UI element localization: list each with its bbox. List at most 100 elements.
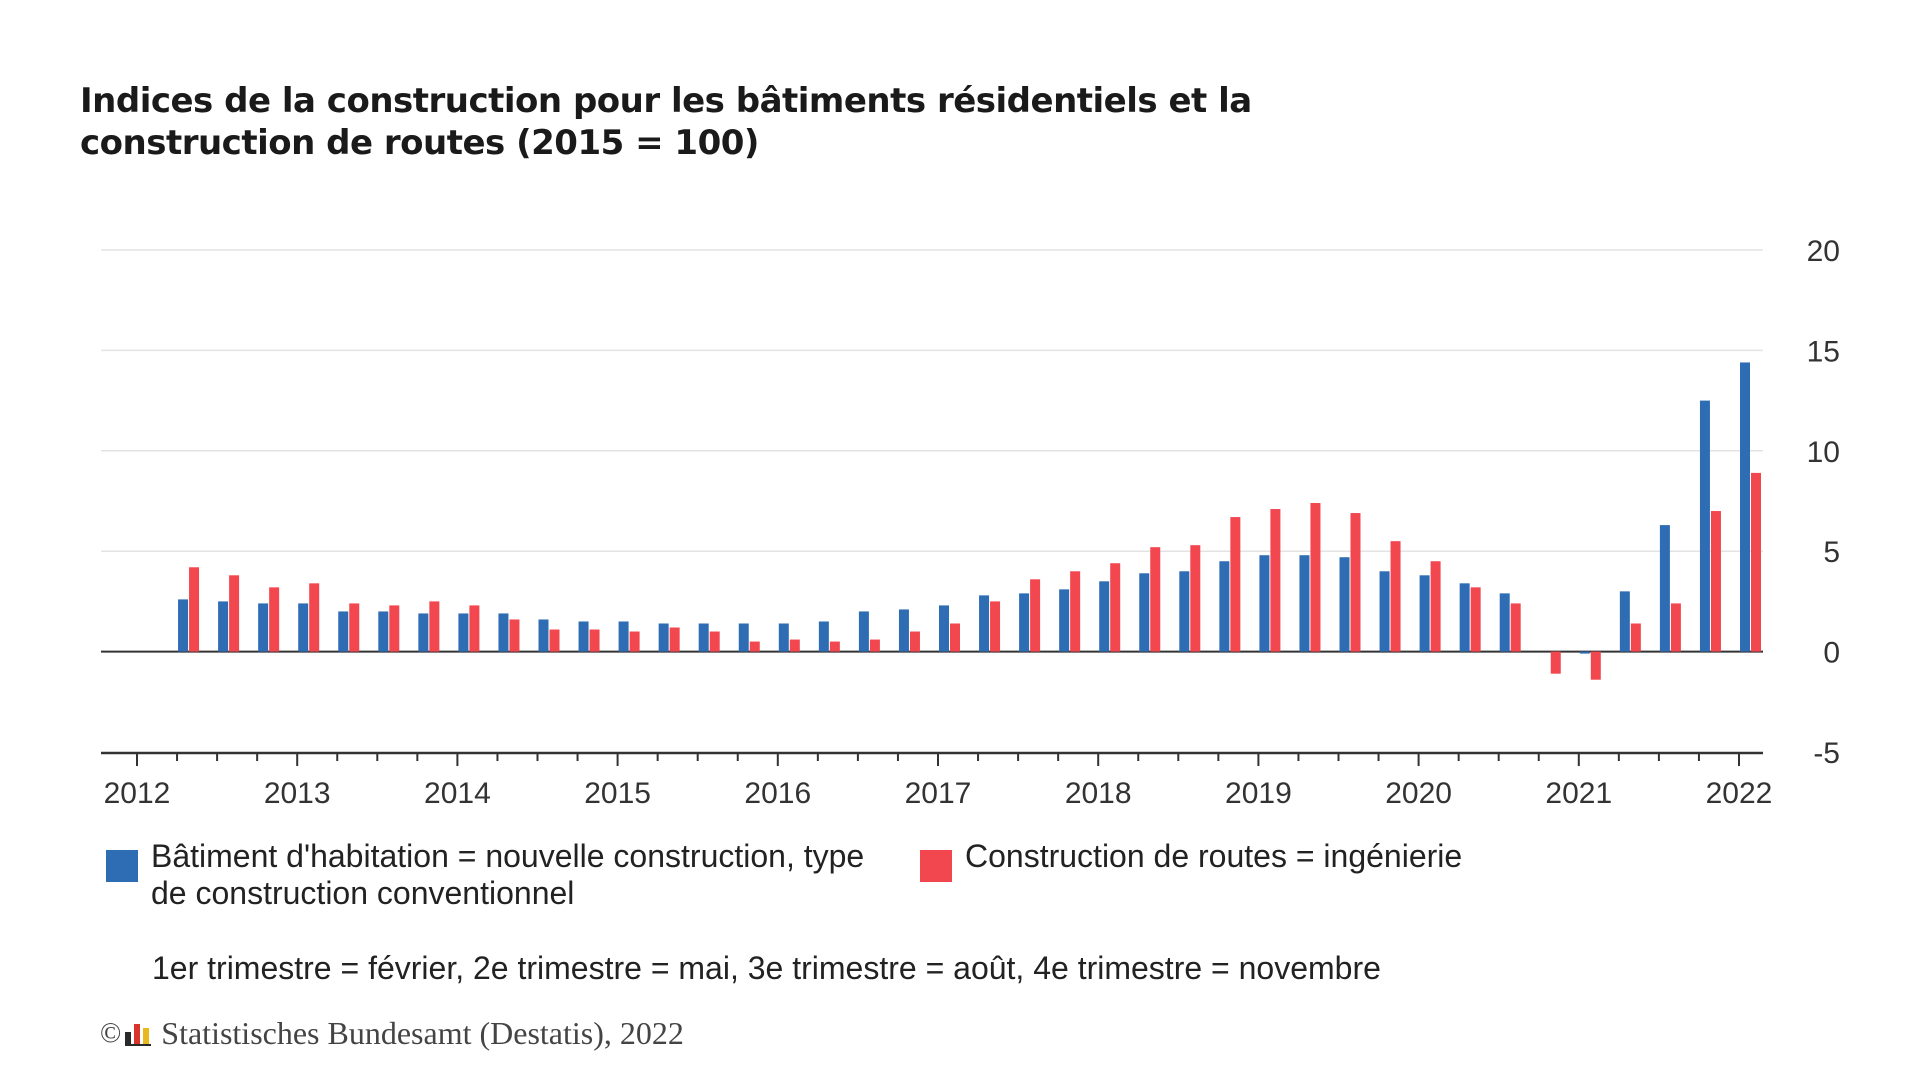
bar-roads xyxy=(1270,509,1281,652)
chart-title: Indices de la construction pour les bâti… xyxy=(80,81,1252,163)
bar-housing xyxy=(1619,591,1630,652)
x-tick-label: 2022 xyxy=(1706,777,1773,810)
destatis-logo-icon xyxy=(125,1022,152,1046)
bar-housing xyxy=(298,603,309,652)
legend-swatch-roads xyxy=(920,850,952,882)
y-tick-label: -5 xyxy=(1813,737,1840,770)
x-tick-label: 2021 xyxy=(1545,777,1612,810)
x-tick-label: 2020 xyxy=(1385,777,1452,810)
bar-housing xyxy=(939,605,949,652)
bar-roads xyxy=(909,631,920,652)
x-tick-label: 2015 xyxy=(584,777,651,810)
x-tick-label: 2013 xyxy=(264,777,331,810)
bar-housing xyxy=(778,623,789,652)
bar-housing xyxy=(1579,651,1590,654)
bar-housing xyxy=(578,621,589,652)
bar-housing xyxy=(1659,525,1670,652)
chart-title-block: Indices de la construction pour les bâti… xyxy=(80,80,1480,164)
bar-roads xyxy=(389,605,400,652)
bar-housing xyxy=(458,613,469,652)
bar-roads xyxy=(469,605,480,652)
x-tick-label: 2012 xyxy=(104,777,171,810)
bar-housing xyxy=(338,611,349,652)
bar-roads xyxy=(1390,541,1401,652)
bar-housing xyxy=(1419,575,1430,652)
copyright-symbol: © xyxy=(100,1017,122,1049)
source-text: Statistisches Bundesamt (Destatis), 2022 xyxy=(161,1015,684,1051)
y-tick-label: 20 xyxy=(1807,235,1840,268)
bar-housing xyxy=(658,623,669,652)
bar-roads xyxy=(950,623,960,652)
bar-roads xyxy=(789,639,800,652)
legend-swatch-housing xyxy=(106,850,138,882)
bar-housing xyxy=(1059,589,1070,652)
quarter-note: 1er trimestre = février, 2e trimestre = … xyxy=(152,950,1381,986)
bar-roads xyxy=(990,601,1001,652)
x-tick-label: 2017 xyxy=(905,777,972,810)
bar-roads xyxy=(1110,563,1121,652)
bar-roads xyxy=(229,575,240,652)
bar-roads xyxy=(349,603,360,652)
bar-housing xyxy=(258,603,269,652)
bar-housing xyxy=(1099,581,1110,652)
bar-housing xyxy=(538,619,549,652)
x-tick-label: 2019 xyxy=(1225,777,1292,810)
bar-housing xyxy=(1379,571,1390,652)
bar-roads xyxy=(1350,513,1361,652)
bar-housing xyxy=(698,623,709,652)
bar-housing xyxy=(1699,400,1710,652)
bar-housing xyxy=(378,611,389,652)
bar-housing xyxy=(1179,571,1190,652)
bar-roads xyxy=(629,631,640,652)
bar-roads xyxy=(1590,651,1601,680)
bar-housing xyxy=(1339,557,1350,652)
bar-roads xyxy=(829,641,840,652)
bar-housing xyxy=(618,621,629,652)
x-tick-label: 2018 xyxy=(1065,777,1132,810)
bar-roads xyxy=(309,583,320,652)
bar-roads xyxy=(1190,545,1201,652)
bar-roads xyxy=(1230,517,1241,652)
bar-roads xyxy=(1670,603,1681,652)
bar-housing xyxy=(1499,593,1510,652)
bar-roads xyxy=(1470,587,1481,652)
bar-housing xyxy=(1459,583,1470,652)
bar-roads xyxy=(1310,503,1321,652)
source-credit: © Statistisches Bundesamt (Destatis), 20… xyxy=(100,1015,684,1052)
bar-roads xyxy=(669,627,680,652)
bar-housing xyxy=(979,595,990,652)
bar-roads xyxy=(549,629,560,652)
y-tick-label: 15 xyxy=(1807,335,1840,368)
bar-roads xyxy=(429,601,440,652)
bar-housing xyxy=(738,623,749,652)
bar-roads xyxy=(589,629,600,652)
bar-roads xyxy=(1510,603,1521,652)
legend-label-roads: Construction de routes = ingénierie xyxy=(965,838,1463,874)
bar-roads xyxy=(1710,511,1721,652)
y-tick-label: 0 xyxy=(1823,637,1840,670)
bar-housing xyxy=(218,601,229,652)
bar-housing xyxy=(1299,555,1310,652)
bar-roads xyxy=(1150,547,1161,652)
y-tick-label: 10 xyxy=(1807,436,1840,469)
bar-roads xyxy=(1550,651,1561,674)
bar-roads xyxy=(1430,561,1441,652)
legend-label-housing: Bâtiment d'habitation = nouvelle constru… xyxy=(151,838,865,911)
bar-roads xyxy=(509,619,520,652)
bar-roads xyxy=(269,587,280,652)
bar-roads xyxy=(1751,472,1761,652)
bar-roads xyxy=(709,631,720,652)
bar-housing xyxy=(858,611,869,652)
bar-roads xyxy=(1030,579,1041,652)
bar-housing xyxy=(498,613,509,652)
bar-housing xyxy=(1259,555,1270,652)
bar-housing xyxy=(818,621,829,652)
bar-housing xyxy=(1740,362,1750,652)
x-tick-label: 2014 xyxy=(424,777,491,810)
bar-roads xyxy=(1070,571,1081,652)
bar-housing xyxy=(898,609,909,652)
bar-roads xyxy=(1630,623,1641,652)
bar-roads xyxy=(189,567,200,652)
bar-housing xyxy=(418,613,429,652)
